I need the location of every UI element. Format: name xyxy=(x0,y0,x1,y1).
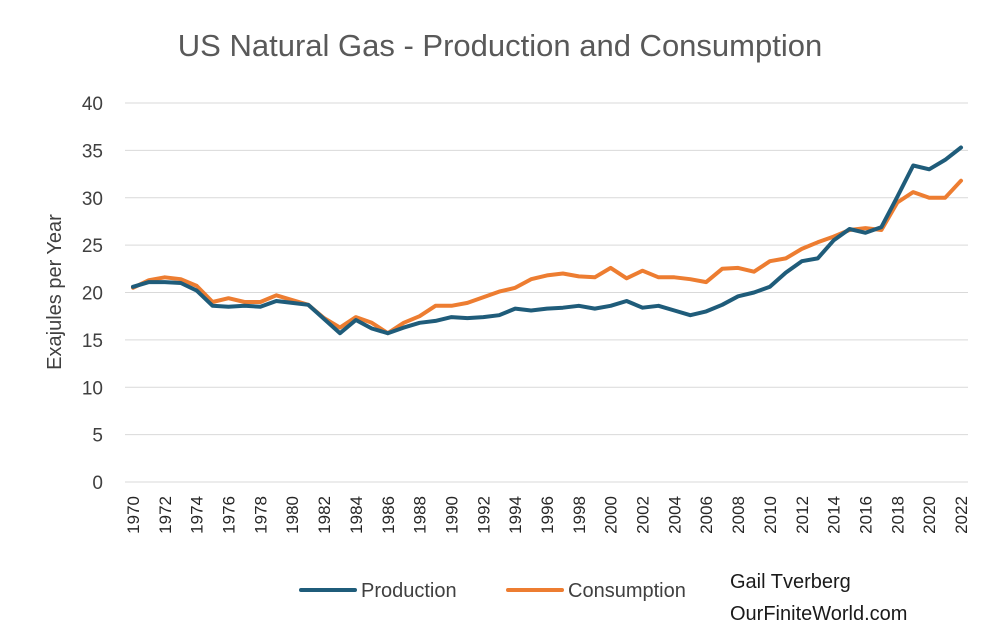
x-tick-label: 2018 xyxy=(888,496,907,534)
y-axis-label: Exajules per Year xyxy=(44,214,66,370)
y-tick-label: 25 xyxy=(82,236,103,257)
x-tick-label: 2012 xyxy=(793,496,812,534)
x-tick-label: 1994 xyxy=(506,496,525,534)
x-tick-label: 1998 xyxy=(570,496,589,534)
x-tick-label: 2000 xyxy=(602,496,621,534)
series-line-consumption xyxy=(131,178,963,336)
x-tick-label: 2004 xyxy=(665,496,684,534)
x-tick-label: 1978 xyxy=(251,496,270,534)
y-tick-label: 40 xyxy=(82,94,103,115)
y-tick-label: 30 xyxy=(82,189,103,210)
credit-author: Gail Tverberg xyxy=(730,571,851,593)
x-tick-label: 1974 xyxy=(188,496,207,534)
x-tick-label: 2010 xyxy=(761,496,780,534)
x-tick-label: 2016 xyxy=(856,496,875,534)
x-tick-label: 1970 xyxy=(124,496,143,534)
x-tick-label: 1984 xyxy=(347,496,366,534)
chart-title: US Natural Gas - Production and Consumpt… xyxy=(178,28,822,63)
y-tick-label: 0 xyxy=(92,473,103,494)
gridlines xyxy=(125,102,968,483)
x-tick-label: 1976 xyxy=(220,496,239,534)
x-tick-label: 2014 xyxy=(825,496,844,534)
y-tick-label: 20 xyxy=(82,284,103,305)
legend: Production Consumption xyxy=(299,580,686,602)
x-tick-label: 1986 xyxy=(379,496,398,534)
plot-series xyxy=(131,145,963,336)
y-tick-label: 10 xyxy=(82,378,103,399)
x-tick-label: 2008 xyxy=(729,496,748,534)
x-tick-label: 2022 xyxy=(952,496,971,534)
x-tick-label: 1988 xyxy=(411,496,430,534)
x-tick-label: 2020 xyxy=(920,496,939,534)
x-tick-label: 1990 xyxy=(442,496,461,534)
x-tick-label: 1982 xyxy=(315,496,334,534)
y-tick-label: 35 xyxy=(82,141,103,162)
series-line-production xyxy=(131,145,963,336)
x-tick-label: 2006 xyxy=(697,496,716,534)
legend-label-consumption: Consumption xyxy=(568,580,686,602)
x-axis-ticks: 1970 1972 1974 1976 1978 1980 1982 1984 1986 1988… xyxy=(124,496,971,534)
x-tick-label: 1972 xyxy=(156,496,175,534)
x-tick-label: 2002 xyxy=(634,496,653,534)
x-tick-label: 1980 xyxy=(283,496,302,534)
y-tick-label: 5 xyxy=(92,426,103,447)
y-axis-ticks: 0 5 10 15 20 25 30 35 40 xyxy=(82,94,103,494)
y-tick-label: 15 xyxy=(82,331,103,352)
x-tick-label: 1992 xyxy=(474,496,493,534)
x-tick-label: 1996 xyxy=(538,496,557,534)
credit-website: OurFiniteWorld.com xyxy=(730,603,907,625)
legend-label-production: Production xyxy=(361,580,457,602)
